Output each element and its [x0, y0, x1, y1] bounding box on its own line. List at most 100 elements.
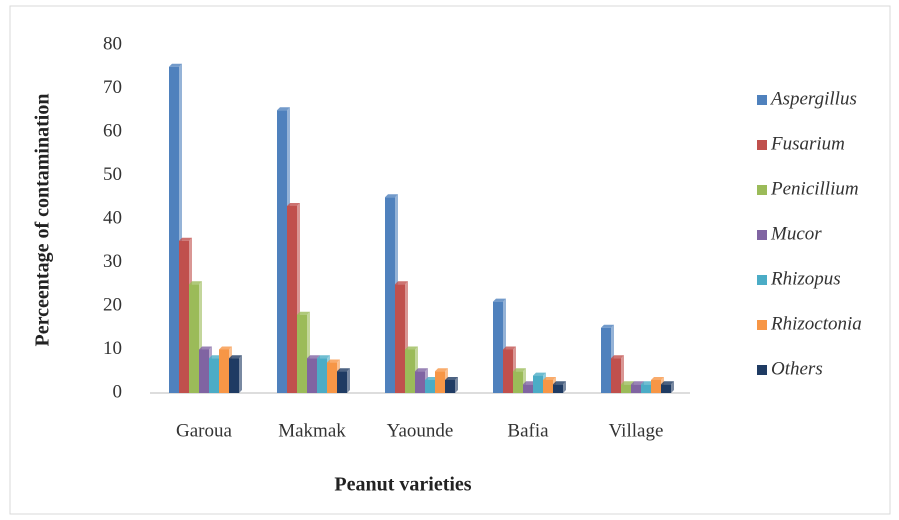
bar-side [671, 381, 674, 393]
bar [327, 362, 337, 393]
bar [651, 379, 661, 393]
legend-swatch [757, 365, 767, 375]
bar [209, 358, 219, 393]
x-tick-label: Bafia [507, 420, 549, 441]
bar [317, 358, 327, 393]
bar-top [435, 368, 448, 372]
bar [435, 371, 445, 393]
legend-swatch [757, 185, 767, 195]
bar [307, 358, 317, 393]
bar-top [425, 376, 438, 380]
bar [229, 358, 239, 393]
bar [395, 284, 405, 393]
bar [543, 379, 553, 393]
legend-label: Others [771, 358, 823, 379]
bar [199, 349, 209, 393]
bar [611, 358, 621, 393]
bar-side [239, 355, 242, 393]
bar-top [415, 368, 428, 372]
bar-top [533, 372, 546, 376]
legend-label: Fusarium [770, 133, 845, 154]
legend-swatch [757, 95, 767, 105]
y-tick-label: 70 [103, 77, 122, 98]
legend-swatch [757, 230, 767, 240]
bar-side [455, 376, 458, 393]
bar [523, 384, 533, 393]
legend-label: Rhizopus [770, 268, 841, 289]
bar-top [445, 376, 458, 380]
bar [179, 240, 189, 393]
bar [661, 384, 671, 393]
x-tick-label: Garoua [176, 420, 232, 441]
bar [415, 371, 425, 393]
bar-side [347, 368, 350, 393]
bar-top [179, 237, 192, 241]
bar [169, 66, 179, 393]
bar [277, 110, 287, 393]
bar [553, 384, 563, 393]
bar-top [189, 281, 202, 285]
bar [601, 327, 611, 393]
y-tick-label: 30 [103, 251, 122, 272]
y-tick-label: 40 [103, 207, 122, 228]
bar-top [385, 194, 398, 198]
bar [493, 301, 503, 393]
bar-top [641, 381, 654, 385]
bar [385, 197, 395, 393]
bar-top [631, 381, 644, 385]
y-tick-label: 60 [103, 120, 122, 141]
bar [297, 314, 307, 393]
y-tick-label: 10 [103, 338, 122, 359]
legend-label: Aspergillus [769, 88, 857, 109]
bar-top [327, 359, 340, 363]
chart-border [9, 5, 891, 515]
bar-top [601, 324, 614, 328]
y-tick-label: 50 [103, 164, 122, 185]
bar-top [611, 355, 624, 359]
x-tick-label: Village [609, 420, 664, 441]
bar [641, 384, 651, 393]
y-tick-label: 20 [103, 294, 122, 315]
bar [405, 349, 415, 393]
bar [533, 375, 543, 393]
bar-top [513, 368, 526, 372]
bar-top [405, 346, 418, 350]
bar-top [523, 381, 536, 385]
bar-top [543, 376, 556, 380]
bar-top [395, 281, 408, 285]
bar [621, 384, 631, 393]
y-tick-label: 80 [103, 33, 122, 54]
y-tick-label: 0 [113, 381, 123, 402]
bar-top [277, 107, 290, 111]
bar-top [199, 346, 212, 350]
bar-top [307, 355, 320, 359]
bar-top [553, 381, 566, 385]
bar-top [337, 368, 350, 372]
bar-top [503, 346, 516, 350]
legend-swatch [757, 140, 767, 150]
legend-label: Rhizoctonia [770, 313, 862, 334]
bar [445, 379, 455, 393]
bar-top [317, 355, 330, 359]
legend-swatch [757, 275, 767, 285]
bar [631, 384, 641, 393]
bar [503, 349, 513, 393]
bar-top [229, 355, 242, 359]
bar-top [493, 298, 506, 302]
bar-top [209, 355, 222, 359]
bar-top [297, 311, 310, 315]
bar-top [651, 376, 664, 380]
x-tick-label: Yaounde [387, 420, 454, 441]
bar-top [621, 381, 634, 385]
bar-top [287, 202, 300, 206]
bar-top [661, 381, 674, 385]
bar [337, 371, 347, 393]
bar-top [169, 63, 182, 67]
bar-top [219, 346, 232, 350]
bar [425, 379, 435, 393]
legend-label: Mucor [770, 223, 822, 244]
y-axis-title: Perceentage of contamination [32, 94, 54, 347]
x-tick-label: Makmak [278, 420, 346, 441]
bar [219, 349, 229, 393]
